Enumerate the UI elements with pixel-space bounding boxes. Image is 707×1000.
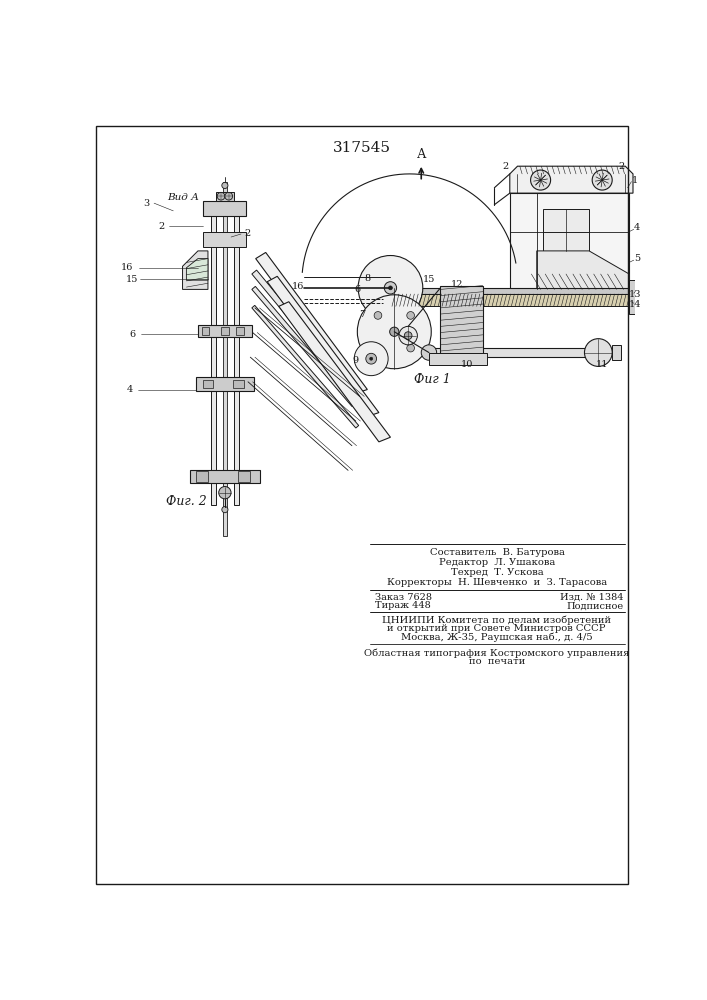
Circle shape (357, 295, 431, 369)
Circle shape (222, 507, 228, 513)
Text: 12: 12 (450, 280, 463, 289)
Polygon shape (537, 251, 629, 289)
Bar (211, 212, 216, 505)
Bar (510, 193, 629, 289)
Text: Тираж 448: Тираж 448 (375, 601, 431, 610)
Text: Заказ 7628: Заказ 7628 (375, 593, 432, 602)
Polygon shape (252, 305, 358, 428)
Bar (204, 232, 247, 247)
Circle shape (530, 170, 551, 190)
Circle shape (218, 487, 231, 499)
Circle shape (390, 327, 399, 336)
Polygon shape (187, 259, 208, 280)
Circle shape (407, 344, 414, 352)
Text: А: А (416, 148, 426, 161)
Text: 13: 13 (629, 290, 641, 299)
Text: 7: 7 (360, 310, 366, 319)
Text: Подписное: Подписное (566, 601, 624, 610)
Text: Техред  Т. Ускова: Техред Т. Ускова (451, 568, 544, 577)
Bar (233, 380, 244, 388)
Circle shape (222, 182, 228, 189)
Text: и открытий при Совете Министров СССР: и открытий при Совете Министров СССР (387, 624, 606, 633)
Text: Москва, Ж-35, Раушская наб., д. 4/5: Москва, Ж-35, Раушская наб., д. 4/5 (401, 633, 592, 642)
Bar (201, 327, 209, 335)
Circle shape (407, 312, 414, 319)
Polygon shape (267, 276, 379, 416)
Text: 3: 3 (144, 199, 149, 208)
Circle shape (585, 339, 612, 366)
Circle shape (354, 342, 388, 376)
Bar (198, 325, 252, 337)
Circle shape (404, 332, 412, 339)
Text: Фиг 1: Фиг 1 (414, 373, 451, 386)
Text: 317545: 317545 (333, 141, 391, 155)
Circle shape (399, 326, 417, 345)
Text: 14: 14 (629, 300, 641, 309)
Polygon shape (182, 251, 208, 289)
Text: 2: 2 (619, 162, 624, 171)
Bar (238, 471, 250, 482)
Circle shape (358, 256, 423, 320)
Text: ЦНИИПИ Комитета по делам изобретений: ЦНИИПИ Комитета по делам изобретений (382, 616, 612, 625)
Circle shape (217, 192, 225, 200)
Text: 2: 2 (503, 162, 509, 171)
Text: 8: 8 (364, 274, 370, 283)
Text: 4: 4 (633, 223, 640, 232)
Circle shape (385, 282, 397, 294)
Text: 6: 6 (129, 330, 136, 339)
Circle shape (374, 312, 382, 319)
Text: 4: 4 (127, 385, 134, 394)
Bar (221, 327, 229, 335)
Text: 1: 1 (632, 176, 638, 185)
Circle shape (225, 192, 233, 200)
Bar (429, 353, 486, 365)
Bar (236, 327, 244, 335)
Text: по  печати: по печати (469, 657, 525, 666)
Circle shape (421, 345, 437, 360)
Text: 15: 15 (127, 275, 139, 284)
Text: 2: 2 (245, 229, 251, 238)
Bar (612, 345, 621, 360)
Text: Редактор  Л. Ушакова: Редактор Л. Ушакова (439, 558, 556, 567)
Bar (196, 471, 208, 482)
Polygon shape (256, 252, 368, 393)
Bar (390, 288, 629, 294)
Polygon shape (279, 302, 390, 442)
Bar (203, 380, 214, 388)
Bar (223, 182, 227, 536)
Text: Вид А: Вид А (167, 192, 199, 202)
Text: 16: 16 (292, 282, 304, 291)
Text: 15: 15 (423, 275, 435, 284)
Bar (196, 377, 254, 391)
Bar (390, 294, 629, 306)
Text: Фиг. 2: Фиг. 2 (166, 495, 206, 508)
Bar (629, 280, 636, 314)
Text: 11: 11 (596, 360, 609, 369)
Bar (190, 470, 259, 483)
Circle shape (592, 170, 612, 190)
Polygon shape (510, 166, 633, 193)
Text: Изд. № 1384: Изд. № 1384 (560, 593, 624, 602)
Bar (204, 201, 247, 216)
Bar (429, 348, 598, 357)
Circle shape (374, 344, 382, 352)
Bar (234, 212, 239, 505)
Text: 6: 6 (354, 285, 361, 294)
Text: 10: 10 (461, 360, 474, 369)
Text: 9: 9 (353, 356, 359, 365)
Text: 16: 16 (121, 263, 134, 272)
Text: Областная типография Костромского управления: Областная типография Костромского управл… (364, 648, 629, 658)
Circle shape (366, 353, 377, 364)
Bar (440, 286, 483, 355)
Bar (216, 192, 234, 201)
Text: Корректоры  Н. Шевченко  и  З. Тарасова: Корректоры Н. Шевченко и З. Тарасова (387, 578, 607, 587)
Polygon shape (252, 286, 356, 406)
Text: 5: 5 (633, 254, 640, 263)
Text: Составитель  В. Батурова: Составитель В. Батурова (430, 548, 565, 557)
Polygon shape (252, 270, 349, 386)
Bar (543, 209, 589, 251)
Circle shape (370, 357, 373, 360)
Circle shape (389, 286, 392, 290)
Text: 2: 2 (158, 222, 165, 231)
